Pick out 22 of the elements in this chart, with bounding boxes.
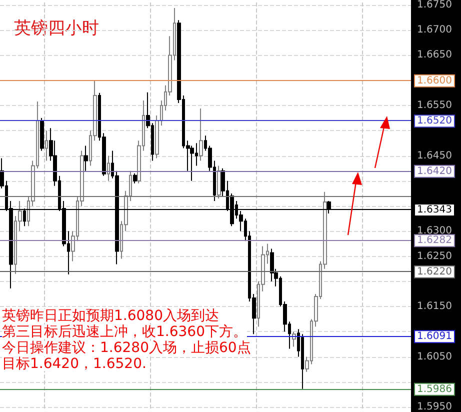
ref-line-label: 1.6520 bbox=[417, 116, 452, 127]
y-tick-label: 1.6750 bbox=[417, 0, 452, 10]
y-tick-label: 1.6650 bbox=[417, 50, 452, 61]
y-tick-label: 1.6450 bbox=[417, 150, 452, 162]
y-tick-label: 1.6050 bbox=[417, 351, 452, 362]
annotation: 英镑昨日正如预期1.6080入场到达 bbox=[2, 308, 219, 324]
y-tick-label: 1.5950 bbox=[417, 402, 452, 412]
y-tick-label: 1.6300 bbox=[417, 226, 452, 237]
y-tick-label: 1.6700 bbox=[417, 24, 452, 36]
ref-line-label: 1.6282 bbox=[417, 235, 452, 246]
ref-line-label: 1.6420 bbox=[417, 166, 452, 177]
annotation: 今日操作建议：1.6280入场，止损60点 bbox=[2, 340, 251, 356]
y-tick-label: 1.6150 bbox=[417, 301, 452, 312]
annotation: 目标1.6420，1.6520. bbox=[2, 356, 146, 372]
ref-line-label: 1.6091 bbox=[417, 331, 452, 342]
ref-line-label: 1.6343 bbox=[417, 204, 452, 216]
annotation: 第三目标后迅速上冲，收1.6360下方。 bbox=[2, 324, 247, 340]
y-tick-label: 1.6550 bbox=[417, 100, 452, 111]
y-tick-label: 1.6250 bbox=[417, 250, 452, 262]
ref-line-label: 1.5986 bbox=[417, 384, 452, 395]
ref-line-label: 1.6220 bbox=[417, 266, 452, 278]
ref-line-label: 1.6600 bbox=[417, 75, 452, 86]
